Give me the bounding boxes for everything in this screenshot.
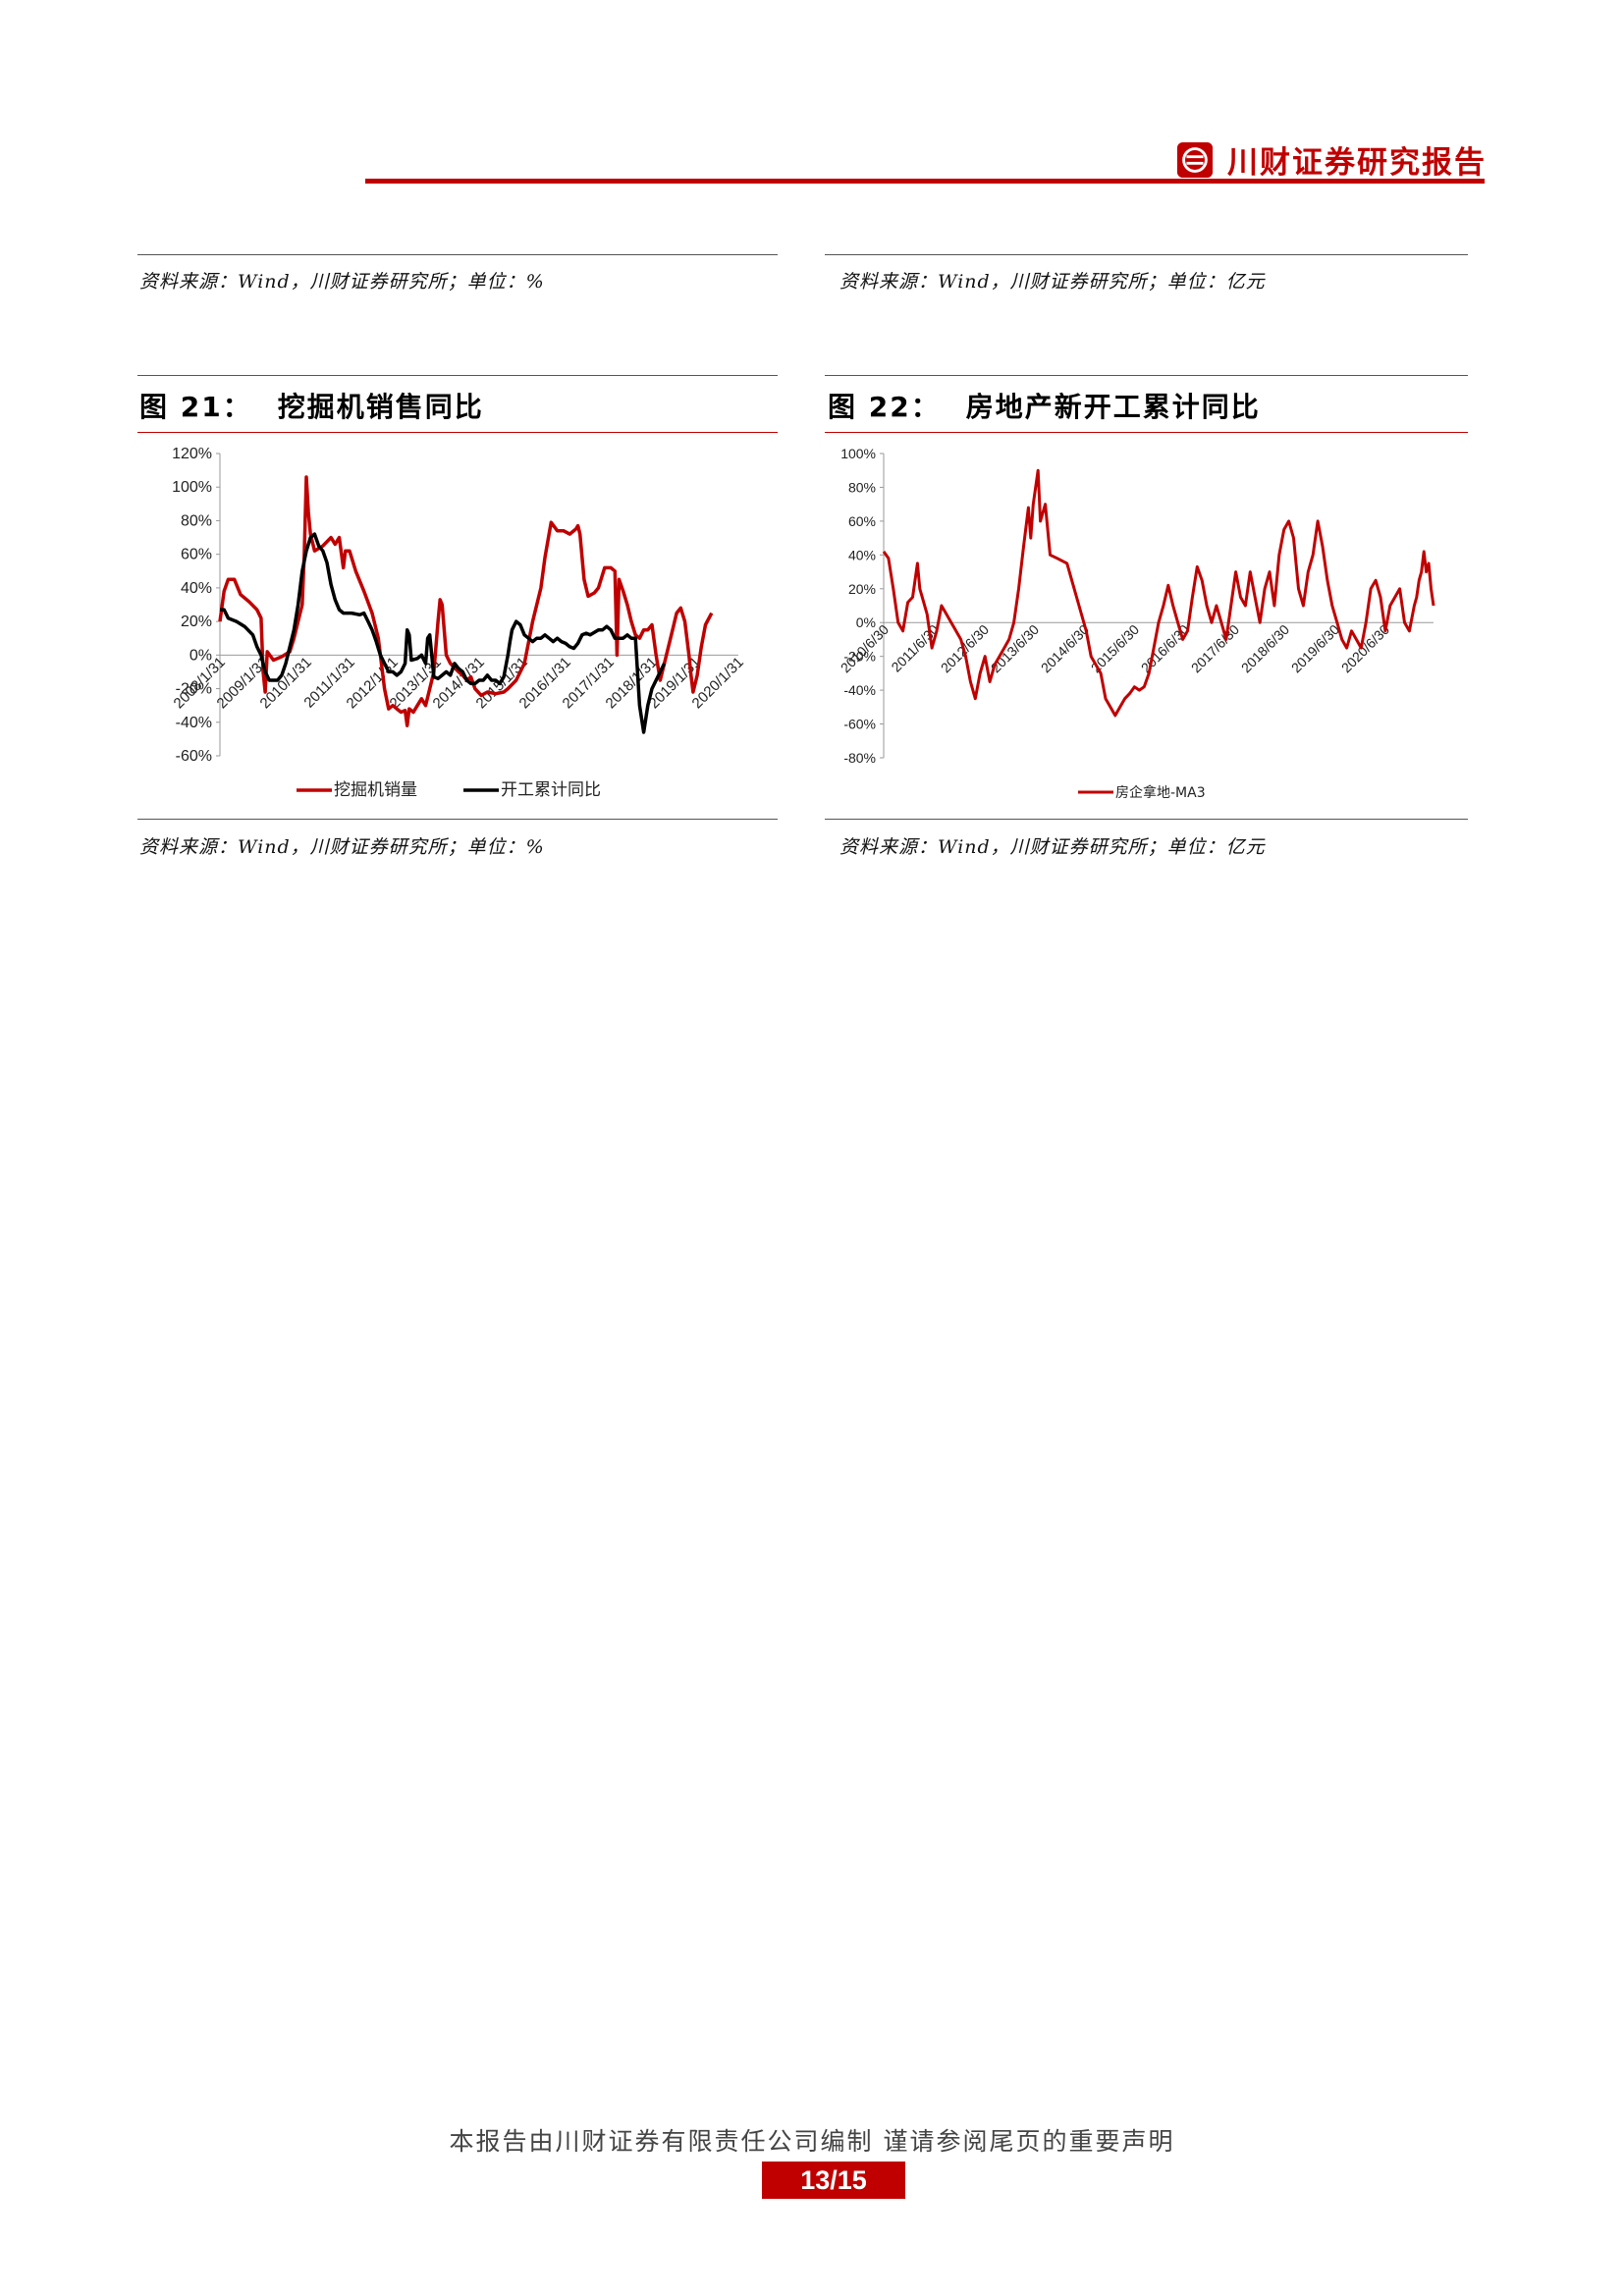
source-note: 资料来源：Wind，川财证券研究所；单位：亿元 (839, 271, 1266, 293)
chart-land-acquisition: 100% 80% 60% 40% 20% 0% -20% -40% -60% -80% 2010/6… (825, 438, 1468, 815)
series-line (220, 532, 667, 734)
y-tick-label: -20% (843, 649, 876, 665)
y-tick-label: 80% (848, 479, 876, 495)
divider (825, 819, 1468, 820)
y-tick-label: 100% (840, 446, 876, 461)
y-tick-label: -60% (843, 717, 876, 732)
divider (137, 819, 778, 820)
header-brand: 川财证券研究报告 (1176, 137, 1487, 182)
figure-title: 图 21： 挖掘机销售同比 (139, 386, 484, 425)
legend-label: 开工累计同比 (501, 780, 601, 800)
y-tick-label: 0% (856, 614, 876, 630)
figure-title: 图 22： 房地产新开工累计同比 (828, 386, 1261, 425)
header-rule (365, 179, 1485, 184)
divider (825, 375, 1468, 376)
y-tick-label: 20% (181, 614, 212, 630)
y-tick-label: 60% (848, 513, 876, 529)
x-tick-label: 2014/6/30 (1038, 621, 1093, 676)
y-tick-label: 0% (189, 647, 212, 664)
x-tick-label: 2019/6/30 (1288, 621, 1343, 676)
figure-number: 图 21： (139, 391, 252, 423)
figure-caption: 房地产新开工累计同比 (965, 391, 1261, 423)
y-tick-label: 20% (848, 581, 876, 597)
legend-label: 房企拿地-MA3 (1115, 784, 1206, 801)
page-number: 13/15 (762, 2162, 905, 2199)
y-tick-label: -40% (176, 715, 212, 731)
source-note: 资料来源：Wind，川财证券研究所；单位：亿元 (839, 836, 1266, 858)
y-tick-label: 60% (181, 547, 212, 563)
divider (825, 254, 1468, 255)
x-tick-label: 2013/6/30 (988, 621, 1043, 676)
legend-label: 挖掘机销量 (334, 780, 417, 800)
series-line (218, 475, 714, 727)
source-note: 资料来源：Wind，川财证券研究所；单位：% (139, 271, 545, 293)
divider (137, 254, 778, 255)
brand-name: 川财证券研究报告 (1227, 145, 1487, 181)
x-tick-label: 2016/6/30 (1138, 621, 1193, 676)
y-tick-label: 40% (848, 547, 876, 562)
brand-logo-icon (1176, 141, 1214, 178)
chart-excavator-sales: 120% 100% 80% 60% 40% 20% 0% -20% -40% -60% 2008/1… (137, 438, 778, 815)
y-tick-label: 120% (172, 446, 212, 462)
divider (825, 432, 1468, 433)
x-tick-label: 2018/6/30 (1238, 621, 1293, 676)
x-tick-label: 2011/6/30 (888, 621, 942, 675)
footer-statement: 本报告由川财证券有限责任公司编制 谨请参阅尾页的重要声明 (449, 2127, 1175, 2156)
divider (137, 432, 778, 433)
figure-caption: 挖掘机销售同比 (277, 391, 484, 423)
source-note: 资料来源：Wind，川财证券研究所；单位：% (139, 836, 545, 858)
y-tick-label: -80% (843, 750, 876, 766)
y-tick-label: 80% (181, 512, 212, 529)
y-tick-label: 40% (181, 580, 212, 597)
divider (137, 375, 778, 376)
y-tick-label: 100% (172, 479, 212, 496)
figure-number: 图 22： (828, 391, 941, 423)
y-tick-label: -60% (176, 748, 212, 765)
y-tick-label: -20% (176, 681, 212, 698)
y-tick-label: -40% (843, 682, 876, 698)
series-line (882, 468, 1435, 718)
x-tick-label: 2017/6/30 (1188, 621, 1243, 676)
